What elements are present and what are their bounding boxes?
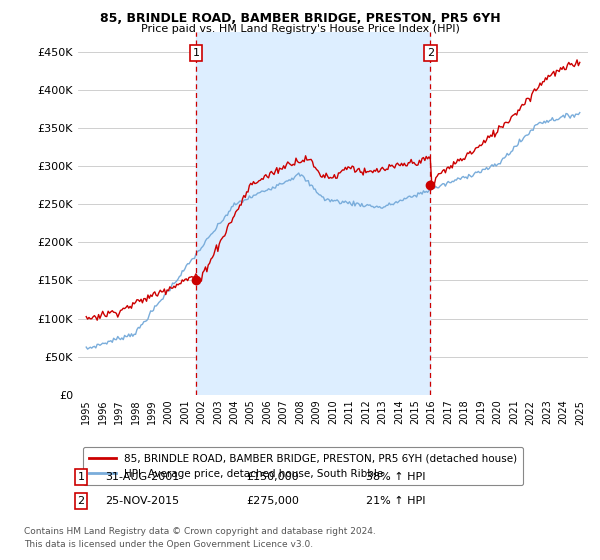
Text: This data is licensed under the Open Government Licence v3.0.: This data is licensed under the Open Gov… (24, 540, 313, 549)
Text: 85, BRINDLE ROAD, BAMBER BRIDGE, PRESTON, PR5 6YH: 85, BRINDLE ROAD, BAMBER BRIDGE, PRESTON… (100, 12, 500, 25)
Text: 1: 1 (77, 472, 85, 482)
Text: 38% ↑ HPI: 38% ↑ HPI (366, 472, 425, 482)
Text: Contains HM Land Registry data © Crown copyright and database right 2024.: Contains HM Land Registry data © Crown c… (24, 528, 376, 536)
Text: Price paid vs. HM Land Registry's House Price Index (HPI): Price paid vs. HM Land Registry's House … (140, 24, 460, 34)
Text: 21% ↑ HPI: 21% ↑ HPI (366, 496, 425, 506)
Text: £275,000: £275,000 (246, 496, 299, 506)
Legend: 85, BRINDLE ROAD, BAMBER BRIDGE, PRESTON, PR5 6YH (detached house), HPI: Average: 85, BRINDLE ROAD, BAMBER BRIDGE, PRESTON… (83, 447, 523, 485)
Text: £150,000: £150,000 (246, 472, 299, 482)
Text: 31-AUG-2001: 31-AUG-2001 (105, 472, 179, 482)
Text: 2: 2 (427, 48, 434, 58)
Text: 2: 2 (77, 496, 85, 506)
Text: 25-NOV-2015: 25-NOV-2015 (105, 496, 179, 506)
Text: 1: 1 (193, 48, 199, 58)
Bar (196, 32, 430, 395)
